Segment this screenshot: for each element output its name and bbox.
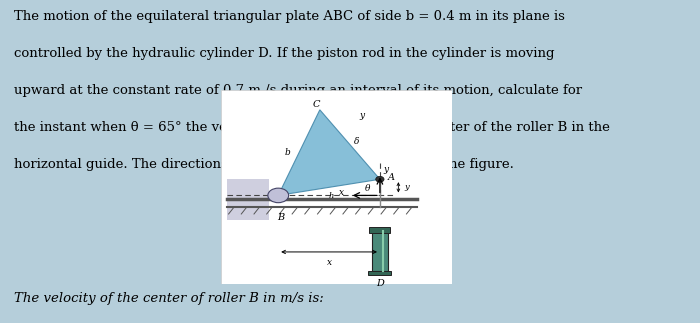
Text: horizontal guide. The directions of the x and y axes are show in the figure.: horizontal guide. The directions of the … [14,158,514,171]
Text: y: y [404,183,409,191]
Text: y: y [359,111,364,120]
Bar [370,227,391,233]
Bar [368,270,391,275]
Text: x: x [326,258,332,266]
Text: The velocity of the center of roller B in m/s is:: The velocity of the center of roller B i… [14,292,323,305]
Text: δ: δ [354,137,360,146]
Text: D: D [376,278,384,287]
Circle shape [268,188,288,203]
Text: The motion of the equilateral triangular plate ABC of side b = 0.4 m in its plan: The motion of the equilateral triangular… [14,10,565,23]
Text: h: h [329,192,334,200]
Text: upward at the constant rate of 0.7 m /s during an interval of its motion, calcul: upward at the constant rate of 0.7 m /s … [14,84,582,97]
Text: C: C [313,100,320,109]
Circle shape [376,176,384,182]
Text: controlled by the hydraulic cylinder D. If the piston rod in the cylinder is mov: controlled by the hydraulic cylinder D. … [14,47,554,60]
Text: A: A [388,173,395,182]
Text: b: b [285,148,290,157]
Text: x: x [340,188,344,197]
Bar [372,231,388,271]
Text: the instant when θ = 65° the velocity and acceleration of the center of the roll: the instant when θ = 65° the velocity an… [14,121,610,134]
Bar [228,179,269,220]
Text: y: y [383,165,389,174]
Text: B: B [277,213,284,222]
Text: θ: θ [365,184,370,193]
Polygon shape [279,110,380,195]
